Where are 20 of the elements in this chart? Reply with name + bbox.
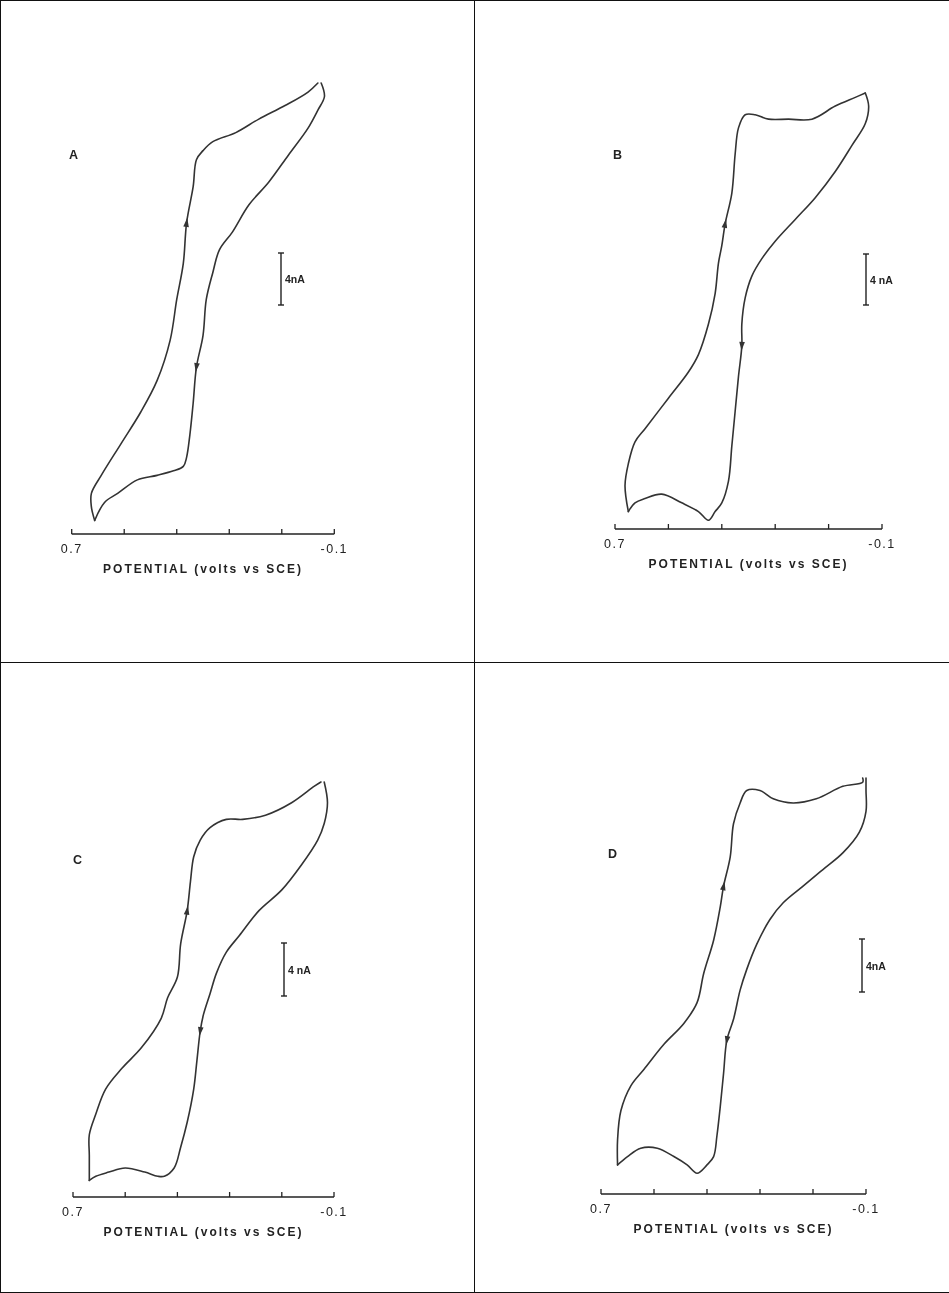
x-axis-title: POTENTIAL (volts vs SCE) [633,1222,834,1236]
x-tick-label: -0.1 [320,1205,348,1219]
text: C [73,853,83,867]
x-tick-label: -0.1 [320,542,349,556]
annotation: 4nA [285,273,306,285]
x-tick-label: 0.7 [604,537,626,551]
x-tick-label: 0.7 [590,1202,612,1216]
x-tick-label: -0.1 [868,537,896,551]
annotation: 4 nA [870,273,894,286]
x-axis-title: POTENTIAL (volts vs SCE) [648,557,849,571]
text: A [69,148,79,162]
x-axis-title: POTENTIAL (volts vs SCE) [103,562,303,576]
text: D [608,847,618,861]
x-axis-title: POTENTIAL (volts vs SCE) [103,1225,304,1239]
annotation: 4nA [866,959,887,972]
x-tick-label: 0.7 [60,542,83,556]
annotation: 4 nA [288,963,312,976]
text: B [613,148,623,162]
x-tick-label: 0.7 [62,1205,84,1219]
x-tick-label: -0.1 [852,1202,880,1216]
